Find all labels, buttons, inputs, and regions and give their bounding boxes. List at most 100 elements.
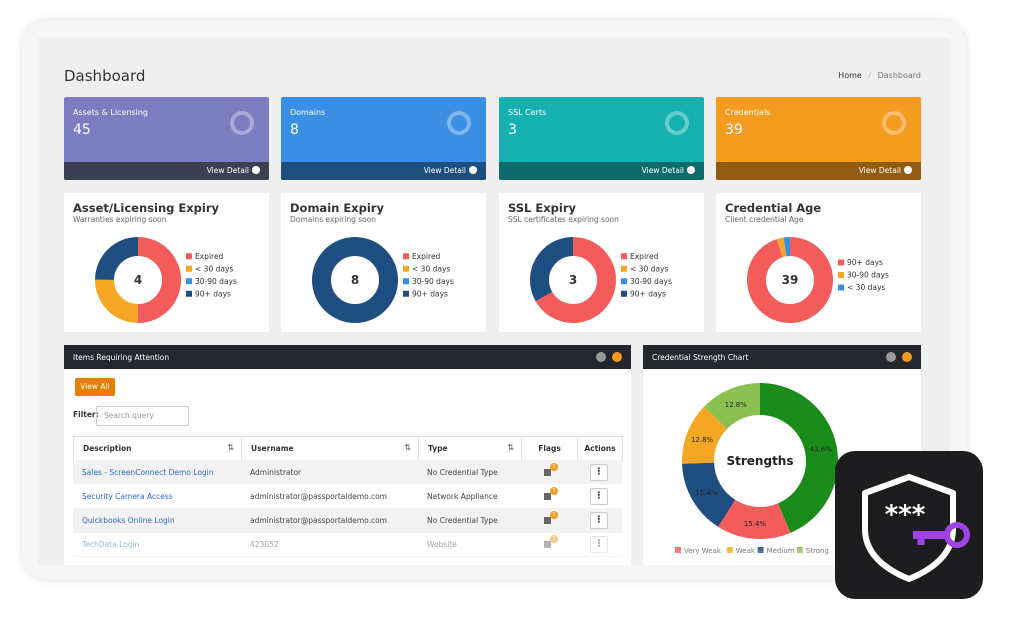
filter-label: Filter: <box>73 410 99 419</box>
legend-swatch <box>186 265 192 272</box>
type: Network Appliance <box>427 492 498 501</box>
action-button[interactable]: ⋮ <box>590 512 608 529</box>
sort-icon: ⇅ <box>227 443 234 452</box>
action-button[interactable]: ⋮ <box>590 488 608 505</box>
column-title: Actions <box>584 444 616 453</box>
breadcrumb-current: Dashboard <box>877 71 921 80</box>
stat-tile: Assets & Licensing 45 View Detail <box>64 97 269 180</box>
column-header[interactable]: Type ⇅ <box>418 436 521 461</box>
donut-slice <box>312 237 398 323</box>
link-arrow <box>252 166 260 174</box>
donut-slice <box>95 237 181 323</box>
tile-value: 8 <box>290 122 299 138</box>
tile-icon <box>665 111 689 135</box>
slice-label: 15.4% <box>744 520 767 528</box>
description-link[interactable]: Quickbooks Online Login <box>82 516 175 525</box>
slice-label: 12.8% <box>725 401 748 409</box>
sort-icon: ⇅ <box>404 443 411 452</box>
dashboard: Dashboard Home / Dashboard Assets & Lice… <box>38 38 950 565</box>
stat-tile: SSL Certs 3 View Detail <box>499 97 704 180</box>
column-header[interactable]: Username ⇅ <box>241 436 418 461</box>
donut-center: 4 <box>134 273 142 287</box>
view-all-button[interactable]: View All <box>75 378 115 396</box>
legend-label: < 30 days <box>630 264 668 273</box>
panel-control[interactable] <box>612 352 622 362</box>
tile-icon <box>230 111 254 135</box>
legend-label: 90+ days <box>412 289 448 298</box>
breadcrumb: Home / Dashboard <box>838 71 921 80</box>
legend-label: 90+ days <box>630 289 666 298</box>
flag-count: 1 <box>550 487 558 495</box>
donut-center: Strengths <box>727 454 794 468</box>
legend-swatch <box>186 278 192 285</box>
description-link[interactable]: Security Camera Access <box>82 492 173 501</box>
column-header[interactable]: Actions <box>577 436 623 461</box>
legend-swatch <box>621 265 627 272</box>
donut-chart: 3 Expired < 30 days 30-90 days 90+ days <box>530 237 672 323</box>
legend-label: Expired <box>412 252 441 261</box>
tile-icon <box>447 111 471 135</box>
column-header[interactable]: Description ⇅ <box>73 436 241 461</box>
page-title: Dashboard <box>64 67 146 85</box>
card-title: SSL Expiry <box>508 201 576 215</box>
tile-footer: View Detail <box>499 162 704 180</box>
card-title: Credential Age <box>725 201 822 215</box>
legend-swatch <box>838 259 844 266</box>
description-link[interactable]: Sales - ScreenConnect Demo Login <box>82 468 214 477</box>
link-arrow <box>469 166 477 174</box>
tile-footer: View Detail <box>64 162 269 180</box>
panel-control[interactable] <box>902 352 912 362</box>
donut-chart: 39 90+ days 30-90 days < 30 days <box>747 237 889 323</box>
tile-label: Assets & Licensing <box>73 108 148 117</box>
link-arrow <box>904 166 912 174</box>
expiry-card: Domain Expiry Domains expiring soon 8 Expir… <box>281 193 486 332</box>
slice-label: 12.8% <box>691 436 714 444</box>
legend-label: 90+ days <box>195 289 231 298</box>
tile-footer: View Detail <box>716 162 921 180</box>
badge-text: *** <box>885 500 926 530</box>
tile-label: SSL Certs <box>508 108 547 117</box>
strength-panel: Credential Strength Chart 43.6% 15.4% 15.4%… <box>643 345 921 565</box>
flag-count: 1 <box>550 511 558 519</box>
legend-label: < 30 days <box>412 264 450 273</box>
slice-label: 43.6% <box>810 446 833 454</box>
legend-swatch <box>621 290 627 297</box>
legend-swatch <box>186 253 192 260</box>
attention-panel: Items Requiring Attention View All Filter:… <box>64 345 631 565</box>
legend-swatch <box>838 272 844 278</box>
fade <box>64 540 631 565</box>
donut-slice <box>530 237 616 323</box>
tile-link[interactable]: View Detail <box>641 166 684 175</box>
flag-icon <box>544 517 551 524</box>
action-button[interactable]: ⋮ <box>590 464 608 481</box>
tile-link[interactable]: View Detail <box>206 166 249 175</box>
donut-slice <box>682 383 838 539</box>
card-subtitle: Domains expiring soon <box>290 215 377 224</box>
tile-value: 45 <box>73 122 91 138</box>
card-subtitle: Warranties expiring soon <box>73 215 167 224</box>
column-header[interactable]: Flags <box>521 436 577 461</box>
app-badge: *** <box>835 451 983 599</box>
username: Administrator <box>250 468 302 477</box>
sort-icon: ⇅ <box>507 443 514 452</box>
card-title: Domain Expiry <box>290 201 384 215</box>
column-title: Username <box>251 444 294 453</box>
type: No Credential Type <box>427 516 498 525</box>
legend-swatch <box>403 290 409 297</box>
link-arrow <box>687 166 695 174</box>
stat-tile: Credentials 39 View Detail <box>716 97 921 180</box>
tile-link[interactable]: View Detail <box>423 166 466 175</box>
legend-label: < 30 days <box>847 283 885 292</box>
slice-label: 15.4% <box>695 489 718 497</box>
panel-control[interactable] <box>886 352 896 362</box>
panel-control[interactable] <box>596 352 606 362</box>
legend-swatch <box>621 278 627 285</box>
breadcrumb-link[interactable]: Home <box>838 71 862 80</box>
legend-swatch <box>838 284 844 291</box>
legend-label: Expired <box>630 252 659 261</box>
type: No Credential Type <box>427 468 498 477</box>
tile-link[interactable]: View Detail <box>858 166 901 175</box>
flag-icon <box>544 469 551 476</box>
filter-input[interactable]: Search query <box>96 406 189 426</box>
donut-slice <box>682 383 838 539</box>
